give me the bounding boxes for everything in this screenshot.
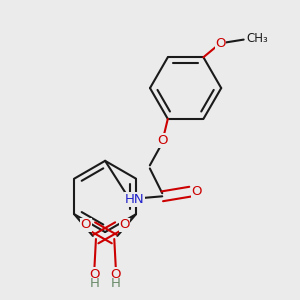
- Text: HN: HN: [124, 193, 144, 206]
- Text: O: O: [119, 218, 130, 231]
- Text: O: O: [89, 268, 100, 281]
- Text: H: H: [89, 278, 99, 290]
- Text: O: O: [110, 268, 120, 281]
- Text: O: O: [215, 37, 226, 50]
- Text: H: H: [110, 278, 120, 290]
- Text: O: O: [192, 185, 202, 198]
- Text: O: O: [80, 218, 91, 231]
- Text: CH₃: CH₃: [247, 32, 268, 45]
- Text: O: O: [157, 134, 167, 147]
